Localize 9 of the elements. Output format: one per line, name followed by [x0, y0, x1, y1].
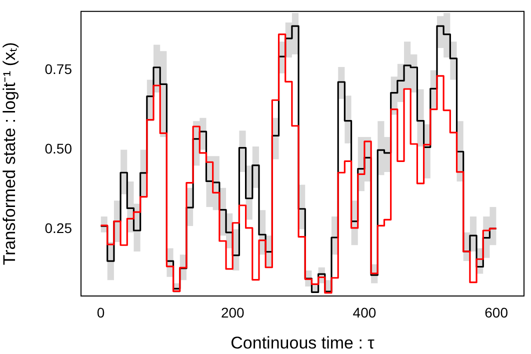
x-tick-label: 600 [484, 304, 508, 320]
y-tick-label: 0.50 [44, 140, 72, 157]
y-axis-title: Transformed state : logit⁻¹ (xₜ) [0, 42, 19, 266]
y-tick-label: 0.25 [44, 220, 72, 236]
x-tick-label: 400 [352, 304, 376, 320]
x-tick-label: 200 [220, 304, 245, 320]
x-axis-title: Continuous time : τ [230, 333, 375, 352]
x-tick-label: 0 [96, 304, 105, 320]
y-tick-label: 0.75 [44, 61, 72, 78]
